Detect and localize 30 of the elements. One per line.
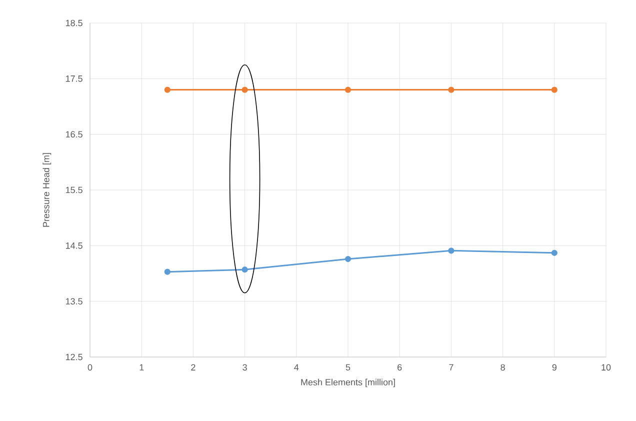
x-tick-label: 5 <box>346 364 350 370</box>
point <box>551 86 558 93</box>
x-axis-title: Mesh Elements [million] <box>301 378 395 388</box>
y-tick-label: 13.5 <box>66 298 82 305</box>
y-axis-title: Pressure Head [m] <box>42 153 52 227</box>
x-tick-label: 6 <box>398 364 402 371</box>
point <box>242 86 248 93</box>
point <box>448 86 454 93</box>
point <box>242 266 248 273</box>
point <box>448 248 454 254</box>
x-tick-label: 2 <box>191 364 196 370</box>
y-tick-label: 18.5 <box>66 20 82 26</box>
y-tick-label: 17.5 <box>66 76 82 82</box>
x-tick-label: 10 <box>602 364 611 371</box>
x-tick-label: 9 <box>552 364 556 371</box>
x-tick-label: 7 <box>449 364 454 370</box>
x-tick-label: 8 <box>500 364 505 371</box>
point <box>164 268 170 275</box>
y-tick-label: 15.5 <box>66 186 82 194</box>
point <box>551 250 558 256</box>
point <box>164 86 170 93</box>
point <box>344 86 352 93</box>
y-tick-label: 14.5 <box>66 242 82 249</box>
y-tick-label: 12.5 <box>66 354 82 360</box>
y-tick-label: 16.5 <box>66 131 82 138</box>
x-tick-label: 3 <box>242 364 247 371</box>
x-tick-label: 4 <box>294 364 299 370</box>
x-tick-label: 0 <box>88 364 92 371</box>
point <box>344 256 352 262</box>
x-tick-label: 1 <box>140 364 144 370</box>
